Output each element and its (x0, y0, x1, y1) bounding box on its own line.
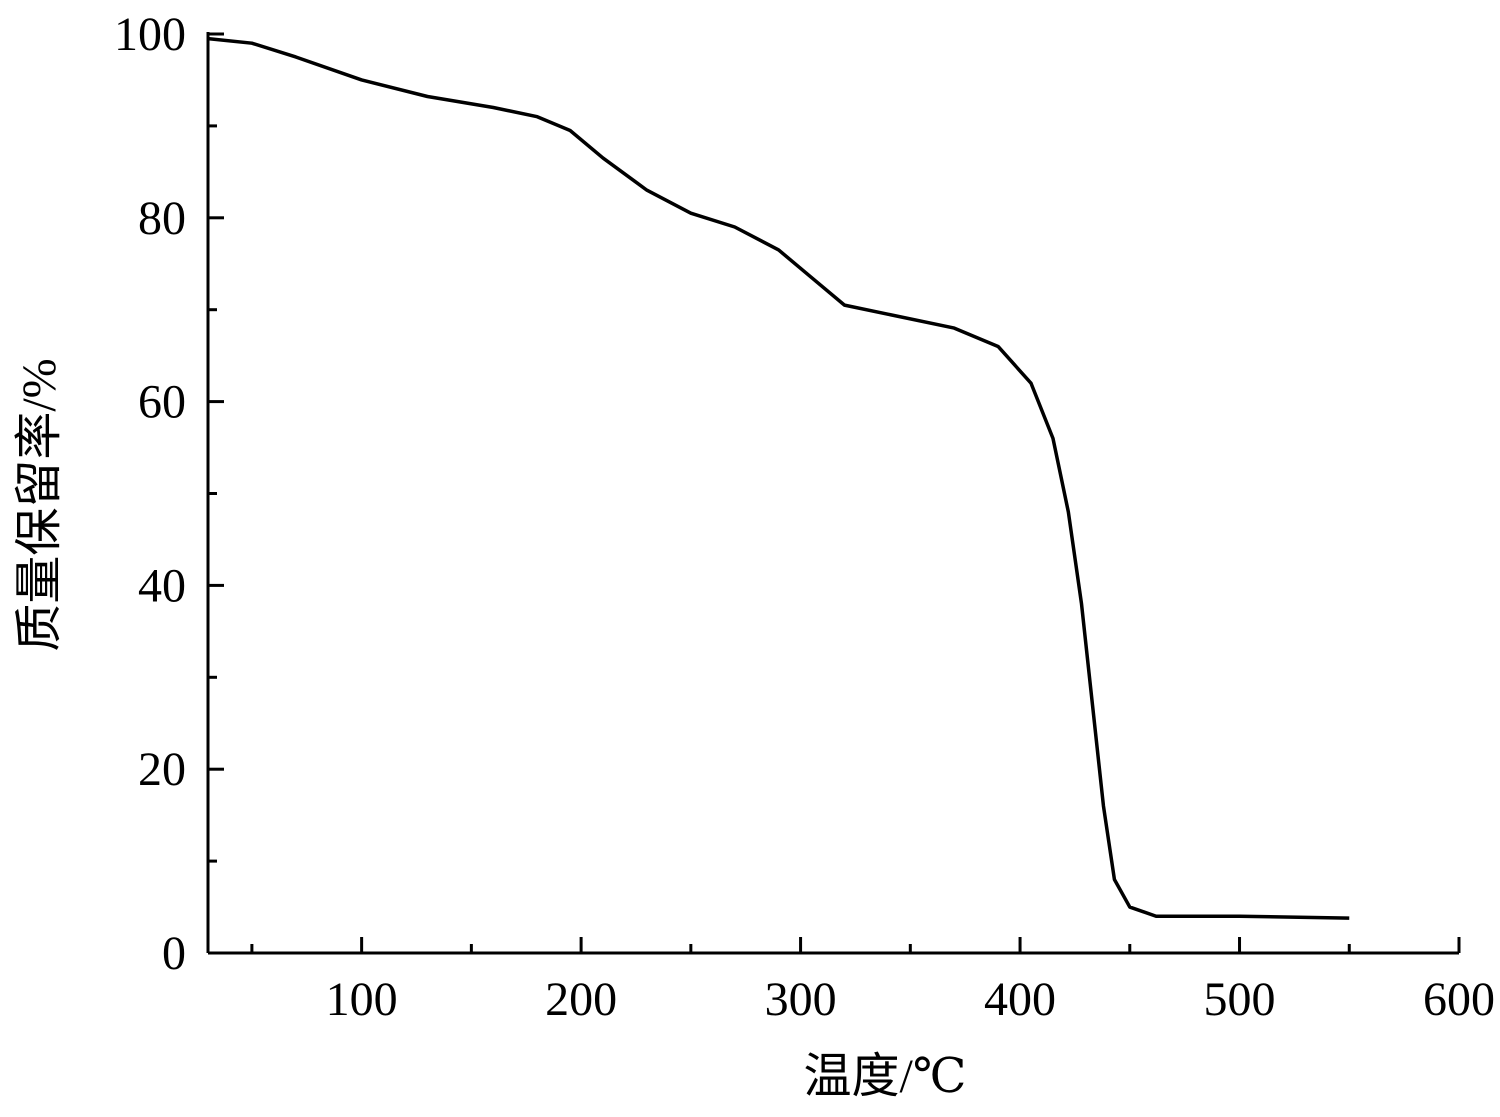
y-tick-label: 40 (138, 559, 186, 612)
y-tick-label: 20 (138, 743, 186, 796)
x-tick-label: 200 (545, 973, 617, 1026)
x-tick-label: 600 (1423, 973, 1495, 1026)
y-tick-label: 80 (138, 192, 186, 245)
y-tick-label: 60 (138, 376, 186, 429)
data-line (207, 36, 1350, 920)
x-tick-label: 300 (765, 973, 837, 1026)
x-axis-label: 温度/℃ (803, 1050, 966, 1103)
x-tick-label: 500 (1204, 973, 1276, 1026)
x-tick-label: 400 (984, 973, 1056, 1026)
x-tick-label: 100 (326, 973, 398, 1026)
y-tick-label: 0 (162, 927, 186, 980)
y-axis-label: 质量保留率/% (13, 358, 66, 651)
y-tick-label: 100 (114, 8, 186, 61)
